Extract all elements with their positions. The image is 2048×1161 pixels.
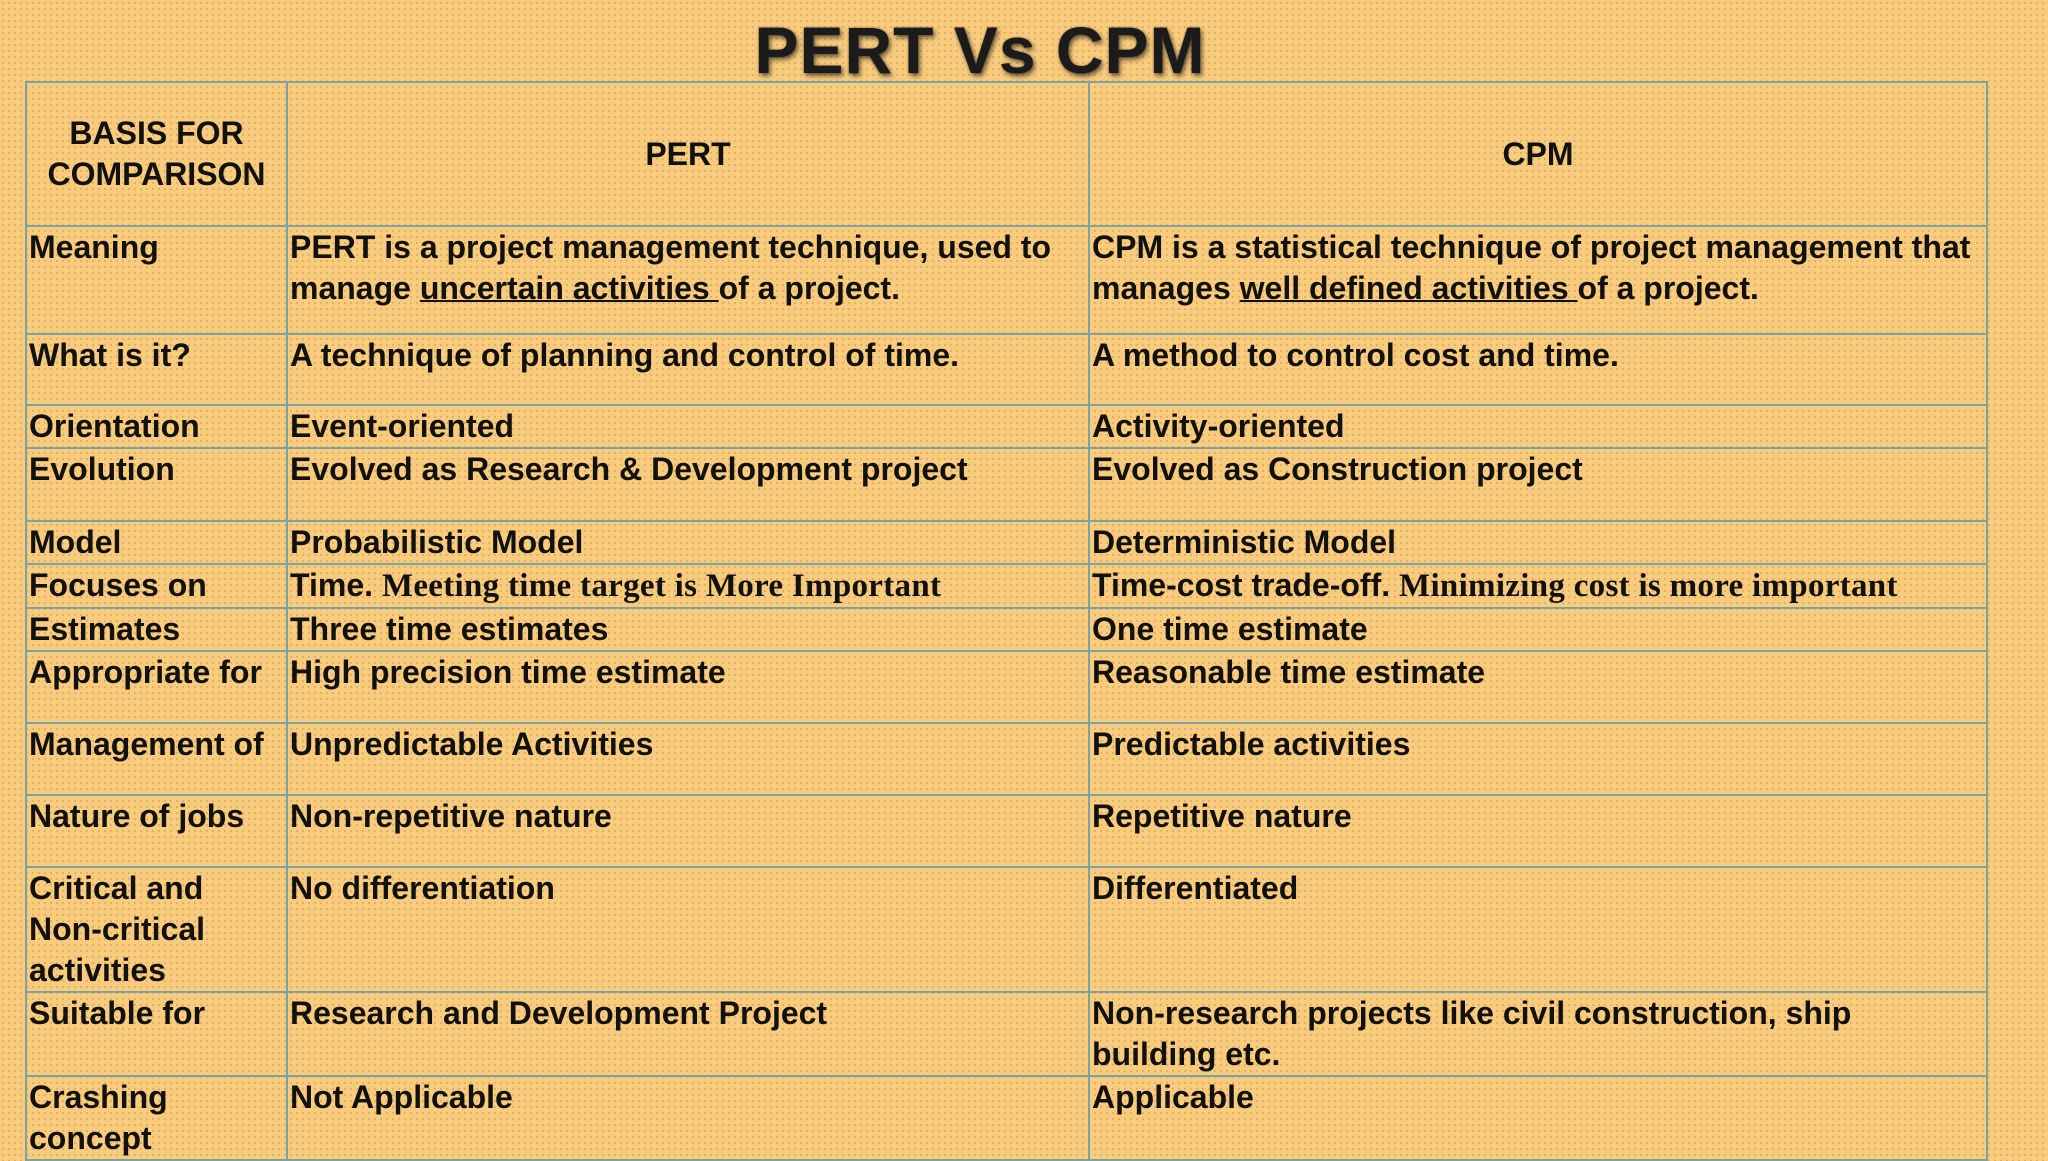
row-basis-appropriate-for: Appropriate for bbox=[25, 650, 288, 724]
pert-crashing-concept: Not Applicable bbox=[286, 1075, 1090, 1161]
pert-focus-note: Meeting time target is More Important bbox=[381, 568, 942, 604]
table-row: Model Probabilistic Model Deterministic … bbox=[25, 520, 1988, 565]
cpm-model: Deterministic Model bbox=[1088, 520, 1988, 565]
row-basis-suitable-for: Suitable for bbox=[25, 991, 288, 1077]
cpm-appropriate-for: Reasonable time estimate bbox=[1088, 650, 1988, 724]
table-row: Evolution Evolved as Research & Developm… bbox=[25, 447, 1988, 522]
pert-orientation: Event-oriented bbox=[286, 404, 1090, 449]
cpm-evolution: Evolved as Construction project bbox=[1088, 447, 1988, 522]
row-basis-focuses-on: Focuses on bbox=[25, 563, 288, 609]
row-basis-model: Model bbox=[25, 520, 288, 565]
pert-appropriate-for: High precision time estimate bbox=[286, 650, 1090, 724]
row-basis-what-is-it: What is it? bbox=[25, 333, 288, 406]
pert-nature-of-jobs: Non-repetitive nature bbox=[286, 794, 1090, 868]
cpm-meaning-text: CPM is a statistical technique of projec… bbox=[1092, 229, 1971, 306]
table-row: Estimates Three time estimates One time … bbox=[25, 607, 1988, 652]
row-basis-estimates: Estimates bbox=[25, 607, 288, 652]
pert-meaning-text: PERT is a project management technique, … bbox=[290, 229, 1052, 306]
table-row: Crashing concept Not Applicable Applicab… bbox=[25, 1075, 1988, 1161]
cpm-orientation: Activity-oriented bbox=[1088, 404, 1988, 449]
pert-critical-activities: No differentiation bbox=[286, 866, 1090, 993]
header-row: BASIS FOR COMPARISON PERT CPM bbox=[25, 81, 1988, 227]
row-basis-critical-activities: Critical and Non-critical activities bbox=[25, 866, 288, 993]
table-row: Management of Unpredictable Activities P… bbox=[25, 722, 1988, 796]
table-row: Suitable for Research and Development Pr… bbox=[25, 991, 1988, 1077]
cpm-suitable-for: Non-research projects like civil constru… bbox=[1088, 991, 1988, 1077]
row-basis-evolution: Evolution bbox=[25, 447, 288, 522]
table-row: Nature of jobs Non-repetitive nature Rep… bbox=[25, 794, 1988, 868]
row-basis-nature-of-jobs: Nature of jobs bbox=[25, 794, 288, 868]
cpm-meaning-tail: of a project. bbox=[1577, 270, 1759, 306]
row-basis-crashing-concept: Crashing concept bbox=[25, 1075, 288, 1161]
slide-title: PERT Vs CPM bbox=[754, 13, 1206, 87]
cpm-meaning-cell: CPM is a statistical technique of projec… bbox=[1088, 225, 1988, 335]
pert-evolution: Evolved as Research & Development projec… bbox=[286, 447, 1090, 522]
cpm-focus-main: Time-cost trade-off. bbox=[1092, 567, 1391, 603]
table-row: Orientation Event-oriented Activity-orie… bbox=[25, 404, 1988, 449]
pert-meaning-cell: PERT is a project management technique, … bbox=[286, 225, 1090, 335]
pert-management-of: Unpredictable Activities bbox=[286, 722, 1090, 796]
cpm-focuses-cell: Time-cost trade-off. Minimizing cost is … bbox=[1088, 563, 1988, 609]
row-basis-meaning: Meaning bbox=[25, 225, 288, 335]
table-row: What is it? A technique of planning and … bbox=[25, 333, 1988, 406]
pert-estimates: Three time estimates bbox=[286, 607, 1090, 652]
table-row: Appropriate for High precision time esti… bbox=[25, 650, 1988, 724]
pert-what-is-it: A technique of planning and control of t… bbox=[286, 333, 1090, 406]
table-row: Critical and Non-critical activities No … bbox=[25, 866, 1988, 993]
cpm-what-is-it: A method to control cost and time. bbox=[1088, 333, 1988, 406]
pert-meaning-tail: of a project. bbox=[718, 270, 900, 306]
table-row: Focuses on Time. Meeting time target is … bbox=[25, 563, 1988, 609]
cpm-meaning-underlined: well defined activities bbox=[1239, 270, 1578, 306]
pert-model: Probabilistic Model bbox=[286, 520, 1090, 565]
row-basis-management-of: Management of bbox=[25, 722, 288, 796]
cpm-nature-of-jobs: Repetitive nature bbox=[1088, 794, 1988, 868]
cpm-critical-activities: Differentiated bbox=[1088, 866, 1988, 993]
comparison-table: BASIS FOR COMPARISON PERT CPM Meaning PE… bbox=[25, 81, 1988, 1161]
table-row: Meaning PERT is a project management tec… bbox=[25, 225, 1988, 335]
cpm-management-of: Predictable activities bbox=[1088, 722, 1988, 796]
header-cpm: CPM bbox=[1088, 81, 1988, 227]
cpm-focus-note: Minimizing cost is more important bbox=[1399, 568, 1898, 604]
pert-meaning-underlined: uncertain activities bbox=[419, 270, 719, 306]
pert-focus-main: Time. bbox=[290, 567, 373, 603]
pert-focuses-cell: Time. Meeting time target is More Import… bbox=[286, 563, 1090, 609]
row-basis-orientation: Orientation bbox=[25, 404, 288, 449]
cpm-crashing-concept: Applicable bbox=[1088, 1075, 1988, 1161]
header-pert: PERT bbox=[286, 81, 1090, 227]
header-basis: BASIS FOR COMPARISON bbox=[25, 81, 288, 227]
pert-suitable-for: Research and Development Project bbox=[286, 991, 1090, 1077]
cpm-estimates: One time estimate bbox=[1088, 607, 1988, 652]
